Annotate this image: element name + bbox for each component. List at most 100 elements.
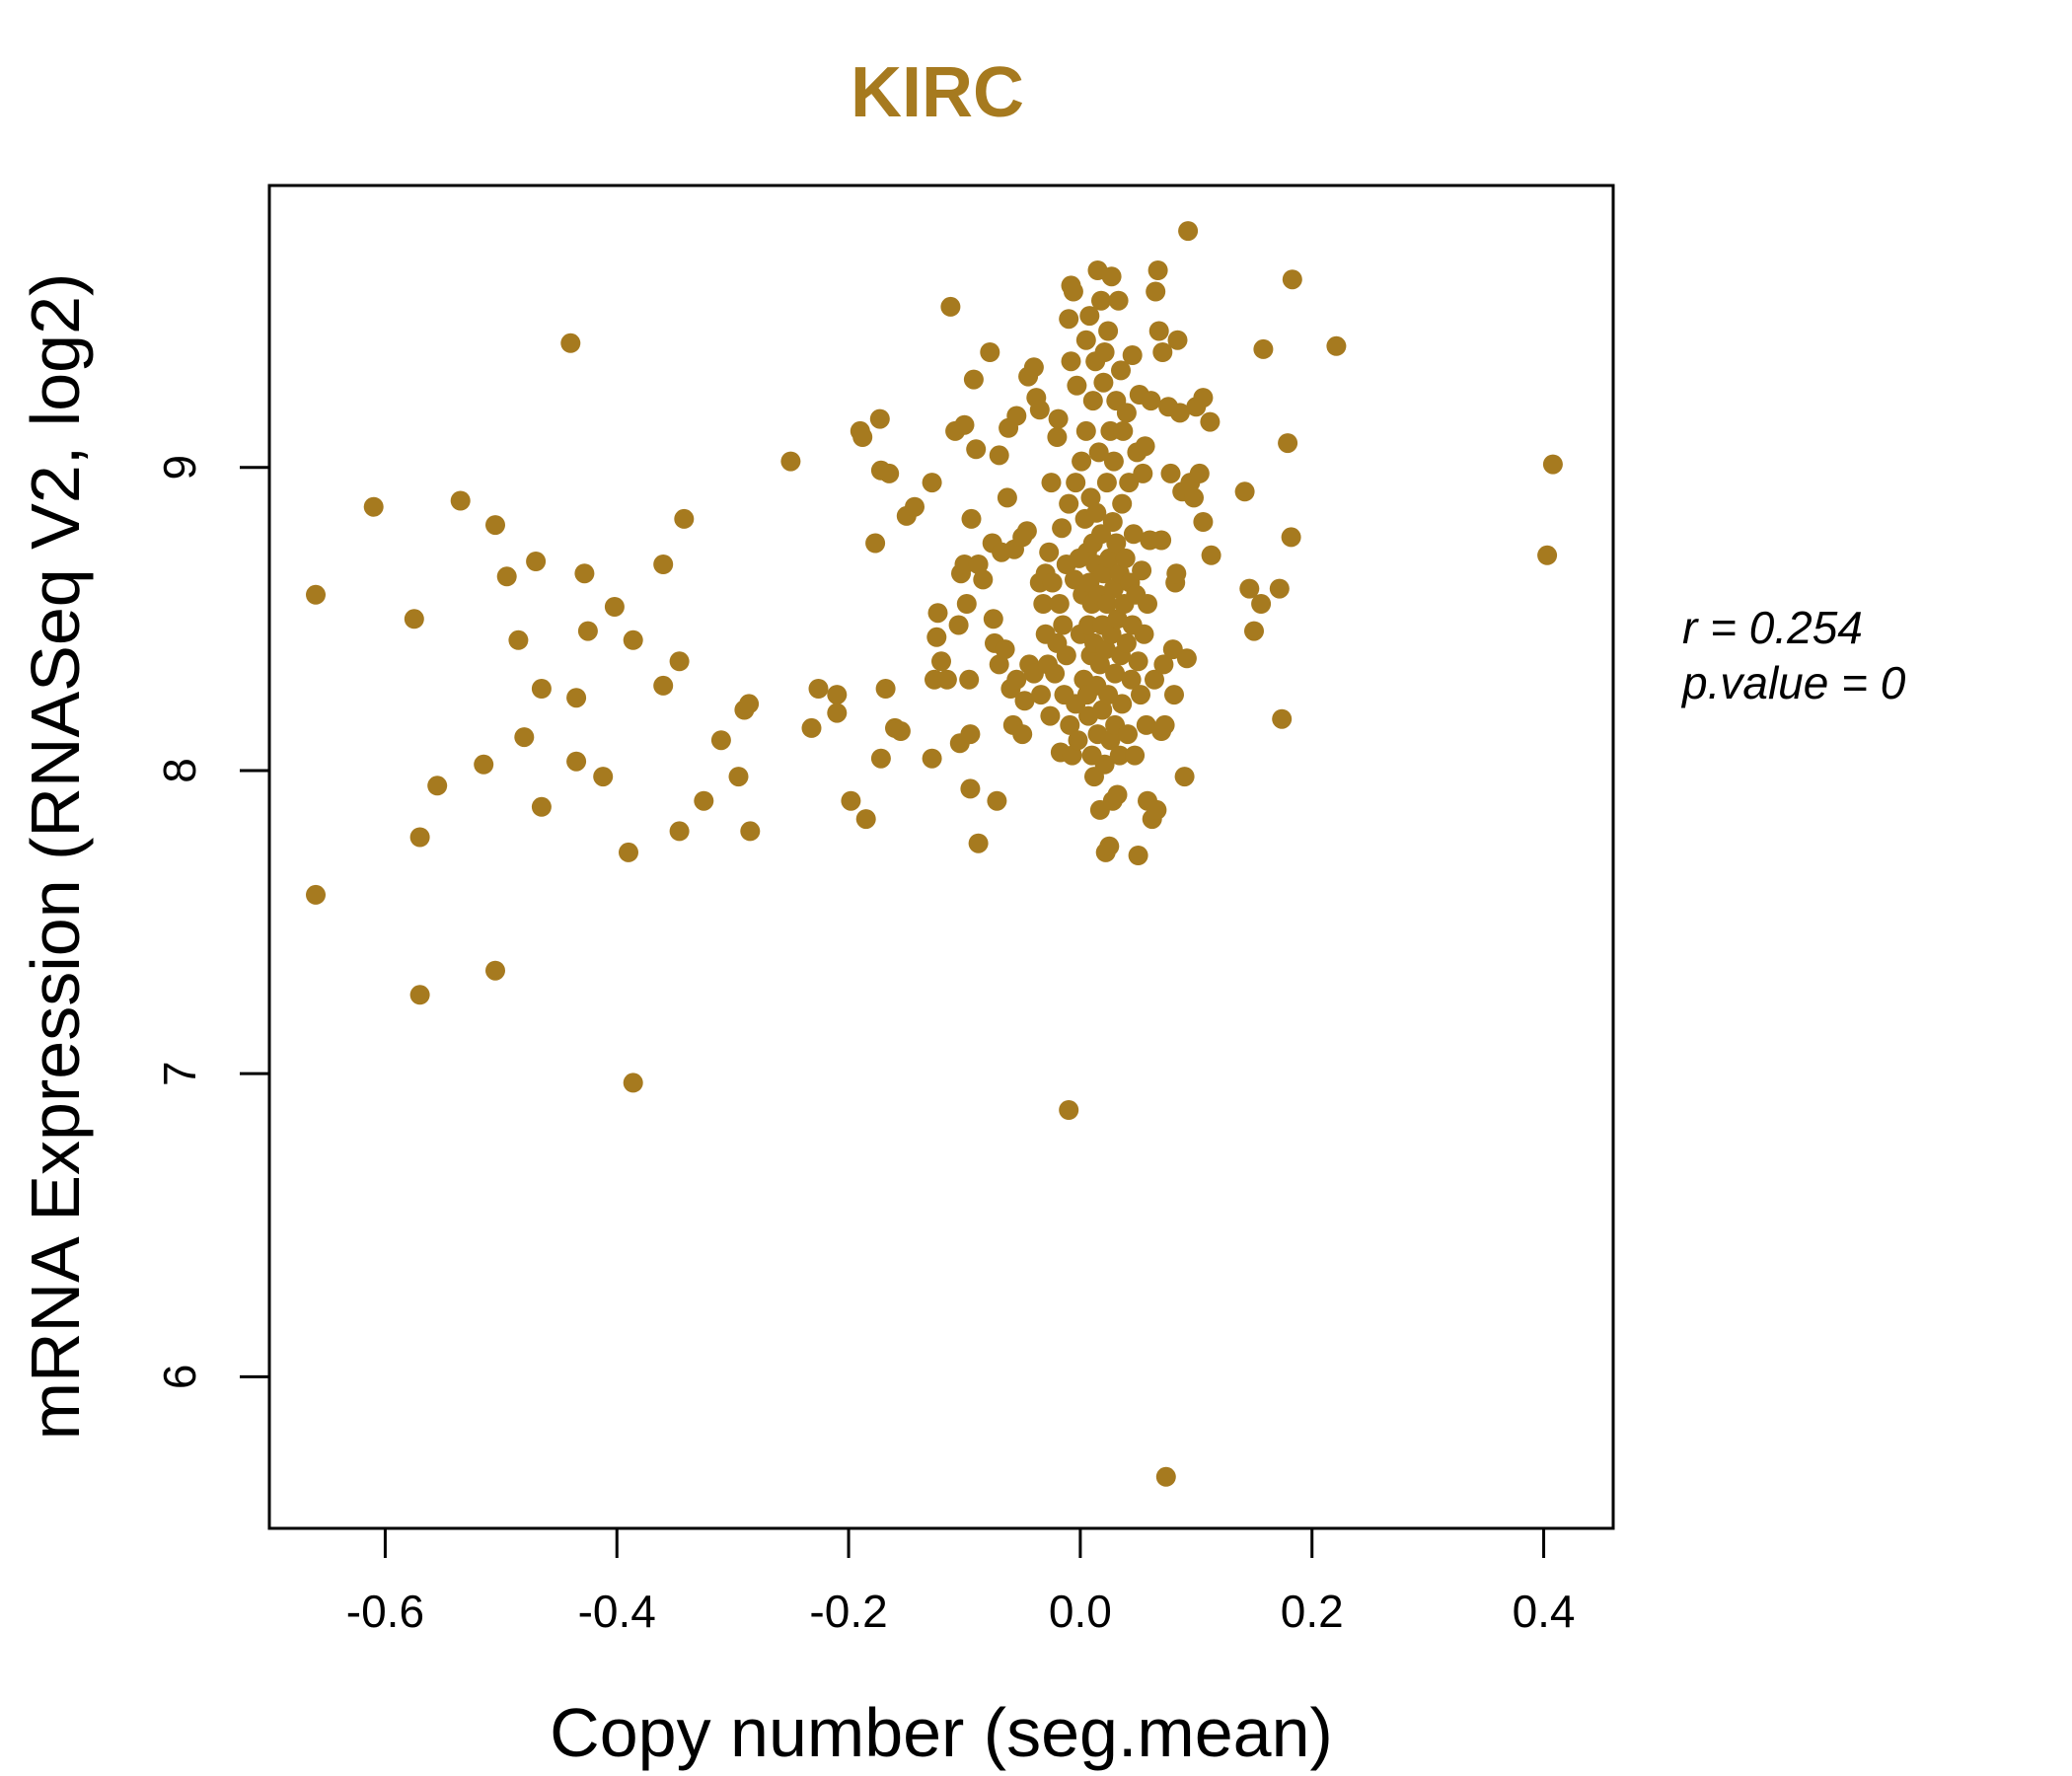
data-point <box>1068 730 1088 751</box>
data-point <box>940 296 961 317</box>
data-point <box>1101 266 1122 287</box>
data-point <box>879 463 900 483</box>
data-point <box>1023 357 1044 378</box>
correlation-r-label: r = 0.254 <box>1682 602 1863 653</box>
data-point <box>1063 281 1083 302</box>
data-point <box>1162 639 1183 660</box>
data-point <box>1029 400 1050 420</box>
data-point <box>1102 512 1123 532</box>
data-point <box>1094 342 1115 362</box>
y-tick-label: 7 <box>154 1061 205 1086</box>
data-point <box>983 609 1003 629</box>
data-point <box>1189 463 1210 483</box>
data-point <box>306 584 326 605</box>
data-point <box>1326 335 1347 356</box>
data-point <box>739 694 760 714</box>
data-point <box>1121 669 1142 690</box>
x-axis: -0.6 -0.4 -0.2 0.0 0.2 0.4 <box>346 1528 1576 1637</box>
x-tick-label: -0.2 <box>809 1586 887 1637</box>
data-point <box>1080 487 1101 508</box>
data-point <box>927 603 948 624</box>
data-point <box>968 555 989 574</box>
data-point <box>1131 685 1150 705</box>
data-point <box>1053 615 1073 635</box>
data-point <box>960 724 981 745</box>
data-point <box>1128 846 1148 865</box>
data-point <box>954 555 975 574</box>
data-point <box>1253 338 1274 359</box>
data-point <box>577 621 598 641</box>
data-point <box>989 445 1009 466</box>
data-point <box>987 790 1007 811</box>
data-point <box>1272 708 1293 729</box>
data-point <box>959 669 980 690</box>
data-point <box>1045 663 1066 684</box>
data-point <box>1184 487 1204 508</box>
data-point <box>1119 473 1140 493</box>
data-point <box>1033 594 1054 614</box>
data-point <box>869 408 890 429</box>
data-point <box>1047 427 1068 447</box>
data-point <box>905 496 925 517</box>
data-point <box>1098 321 1119 341</box>
data-point <box>1169 403 1190 423</box>
data-point <box>1146 281 1166 302</box>
data-point <box>560 333 581 353</box>
data-point <box>1244 621 1264 641</box>
data-point <box>404 609 424 629</box>
data-point <box>1107 609 1128 629</box>
data-point <box>1082 391 1103 411</box>
data-point <box>1147 799 1167 820</box>
data-point <box>1164 685 1184 705</box>
data-point <box>1116 403 1137 423</box>
data-point <box>1537 545 1558 565</box>
data-point <box>808 679 829 699</box>
data-point <box>1109 745 1130 766</box>
data-point <box>1134 624 1154 644</box>
data-point <box>1148 321 1169 341</box>
data-point <box>1167 330 1188 350</box>
data-point <box>1542 454 1563 475</box>
data-point <box>363 496 384 517</box>
data-point <box>566 688 587 708</box>
data-point <box>1141 391 1161 411</box>
data-point <box>827 685 848 705</box>
data-point <box>973 569 994 590</box>
data-point <box>710 730 731 751</box>
data-point <box>740 821 761 842</box>
data-point <box>1066 473 1086 493</box>
data-point <box>1060 714 1080 735</box>
data-point <box>1112 694 1133 714</box>
data-point <box>1012 724 1033 745</box>
data-point <box>1099 836 1120 856</box>
data-point <box>619 842 638 862</box>
data-point <box>780 451 801 472</box>
data-point <box>1193 512 1214 532</box>
data-point <box>1095 639 1116 660</box>
data-point <box>1065 569 1084 590</box>
data-point <box>954 414 975 435</box>
data-point <box>1125 745 1146 766</box>
data-point <box>1031 685 1051 705</box>
data-point <box>1154 714 1175 735</box>
data-point <box>1092 700 1113 720</box>
data-point <box>1075 420 1096 441</box>
data-point <box>922 748 942 769</box>
data-point <box>963 369 984 390</box>
data-point <box>1111 360 1131 381</box>
data-point <box>855 809 876 830</box>
data-point <box>653 555 674 574</box>
data-point <box>1016 521 1037 542</box>
data-point <box>306 884 326 905</box>
data-point <box>960 778 981 799</box>
p-value-label: p.value = 0 <box>1680 657 1906 708</box>
data-point <box>728 767 749 787</box>
data-point <box>1106 533 1127 554</box>
data-point <box>1088 442 1109 463</box>
data-point <box>1133 463 1153 483</box>
data-point <box>1166 563 1187 584</box>
data-point <box>669 821 690 842</box>
data-point <box>508 629 529 650</box>
data-point <box>496 566 517 587</box>
